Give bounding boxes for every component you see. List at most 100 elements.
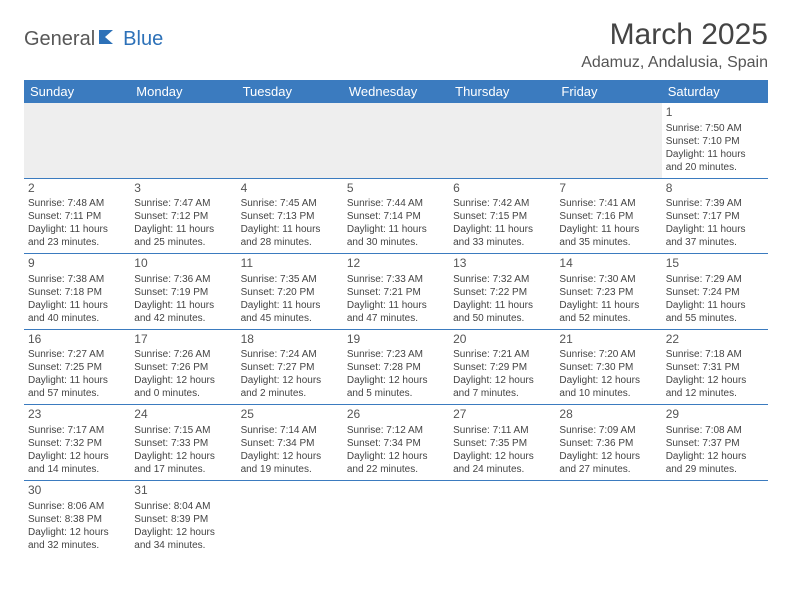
daylight-line: and 57 minutes. xyxy=(28,387,126,400)
sunrise-line: Sunrise: 7:38 AM xyxy=(28,273,126,286)
daylight-line: and 47 minutes. xyxy=(347,312,445,325)
day-number: 8 xyxy=(666,181,764,197)
calendar-cell xyxy=(343,480,449,555)
calendar-cell: 20Sunrise: 7:21 AMSunset: 7:29 PMDayligh… xyxy=(449,329,555,405)
calendar-cell: 23Sunrise: 7:17 AMSunset: 7:32 PMDayligh… xyxy=(24,405,130,481)
calendar-cell: 25Sunrise: 7:14 AMSunset: 7:34 PMDayligh… xyxy=(237,405,343,481)
daylight-line: Daylight: 11 hours xyxy=(453,299,551,312)
daylight-line: and 42 minutes. xyxy=(134,312,232,325)
sunrise-line: Sunrise: 7:29 AM xyxy=(666,273,764,286)
daylight-line: and 5 minutes. xyxy=(347,387,445,400)
sunrise-line: Sunrise: 7:24 AM xyxy=(241,348,339,361)
day-number: 31 xyxy=(134,483,232,499)
calendar-cell: 10Sunrise: 7:36 AMSunset: 7:19 PMDayligh… xyxy=(130,254,236,330)
calendar-cell: 24Sunrise: 7:15 AMSunset: 7:33 PMDayligh… xyxy=(130,405,236,481)
daylight-line: and 27 minutes. xyxy=(559,463,657,476)
daylight-line: and 17 minutes. xyxy=(134,463,232,476)
calendar-cell: 2Sunrise: 7:48 AMSunset: 7:11 PMDaylight… xyxy=(24,178,130,254)
daylight-line: and 10 minutes. xyxy=(559,387,657,400)
daylight-line: and 14 minutes. xyxy=(28,463,126,476)
calendar-cell: 7Sunrise: 7:41 AMSunset: 7:16 PMDaylight… xyxy=(555,178,661,254)
logo-text-blue: Blue xyxy=(123,28,163,51)
calendar-cell: 12Sunrise: 7:33 AMSunset: 7:21 PMDayligh… xyxy=(343,254,449,330)
calendar-cell: 5Sunrise: 7:44 AMSunset: 7:14 PMDaylight… xyxy=(343,178,449,254)
calendar-cell: 1Sunrise: 7:50 AMSunset: 7:10 PMDaylight… xyxy=(662,103,768,178)
sunset-line: Sunset: 8:39 PM xyxy=(134,513,232,526)
daylight-line: Daylight: 12 hours xyxy=(134,450,232,463)
daylight-line: and 33 minutes. xyxy=(453,236,551,249)
calendar-cell: 3Sunrise: 7:47 AMSunset: 7:12 PMDaylight… xyxy=(130,178,236,254)
day-number: 18 xyxy=(241,332,339,348)
day-number: 25 xyxy=(241,407,339,423)
title-block: March 2025 Adamuz, Andalusia, Spain xyxy=(581,18,768,72)
daylight-line: Daylight: 12 hours xyxy=(666,450,764,463)
daylight-line: Daylight: 11 hours xyxy=(347,299,445,312)
daylight-line: and 2 minutes. xyxy=(241,387,339,400)
daylight-line: Daylight: 12 hours xyxy=(241,374,339,387)
sunset-line: Sunset: 7:36 PM xyxy=(559,437,657,450)
sunset-line: Sunset: 7:23 PM xyxy=(559,286,657,299)
flag-icon xyxy=(99,28,121,51)
daylight-line: Daylight: 12 hours xyxy=(559,450,657,463)
day-number: 10 xyxy=(134,256,232,272)
day-number: 21 xyxy=(559,332,657,348)
sunrise-line: Sunrise: 7:27 AM xyxy=(28,348,126,361)
sunrise-line: Sunrise: 7:20 AM xyxy=(559,348,657,361)
day-number: 28 xyxy=(559,407,657,423)
calendar-cell: 19Sunrise: 7:23 AMSunset: 7:28 PMDayligh… xyxy=(343,329,449,405)
daylight-line: Daylight: 11 hours xyxy=(559,223,657,236)
day-number: 5 xyxy=(347,181,445,197)
calendar-cell: 26Sunrise: 7:12 AMSunset: 7:34 PMDayligh… xyxy=(343,405,449,481)
sunset-line: Sunset: 7:16 PM xyxy=(559,210,657,223)
calendar-row: 9Sunrise: 7:38 AMSunset: 7:18 PMDaylight… xyxy=(24,254,768,330)
sunrise-line: Sunrise: 7:30 AM xyxy=(559,273,657,286)
daylight-line: Daylight: 12 hours xyxy=(347,374,445,387)
sunrise-line: Sunrise: 7:11 AM xyxy=(453,424,551,437)
sunrise-line: Sunrise: 7:42 AM xyxy=(453,197,551,210)
daylight-line: Daylight: 12 hours xyxy=(134,374,232,387)
calendar-cell: 15Sunrise: 7:29 AMSunset: 7:24 PMDayligh… xyxy=(662,254,768,330)
daylight-line: Daylight: 11 hours xyxy=(28,223,126,236)
calendar-header: SundayMondayTuesdayWednesdayThursdayFrid… xyxy=(24,80,768,103)
calendar-cell xyxy=(24,103,130,178)
sunset-line: Sunset: 7:22 PM xyxy=(453,286,551,299)
daylight-line: Daylight: 11 hours xyxy=(134,223,232,236)
daylight-line: and 40 minutes. xyxy=(28,312,126,325)
daylight-line: and 29 minutes. xyxy=(666,463,764,476)
daylight-line: Daylight: 12 hours xyxy=(666,374,764,387)
location: Adamuz, Andalusia, Spain xyxy=(581,54,768,72)
day-number: 19 xyxy=(347,332,445,348)
sunset-line: Sunset: 7:20 PM xyxy=(241,286,339,299)
daylight-line: and 32 minutes. xyxy=(28,539,126,552)
calendar-cell: 30Sunrise: 8:06 AMSunset: 8:38 PMDayligh… xyxy=(24,480,130,555)
daylight-line: and 45 minutes. xyxy=(241,312,339,325)
sunset-line: Sunset: 7:27 PM xyxy=(241,361,339,374)
calendar-cell: 27Sunrise: 7:11 AMSunset: 7:35 PMDayligh… xyxy=(449,405,555,481)
day-number: 7 xyxy=(559,181,657,197)
sunrise-line: Sunrise: 7:48 AM xyxy=(28,197,126,210)
calendar-cell: 14Sunrise: 7:30 AMSunset: 7:23 PMDayligh… xyxy=(555,254,661,330)
sunset-line: Sunset: 7:37 PM xyxy=(666,437,764,450)
sunrise-line: Sunrise: 7:21 AM xyxy=(453,348,551,361)
calendar-cell: 22Sunrise: 7:18 AMSunset: 7:31 PMDayligh… xyxy=(662,329,768,405)
calendar-cell xyxy=(237,480,343,555)
daylight-line: and 23 minutes. xyxy=(28,236,126,249)
day-number: 12 xyxy=(347,256,445,272)
daylight-line: and 0 minutes. xyxy=(134,387,232,400)
sunset-line: Sunset: 7:28 PM xyxy=(347,361,445,374)
daylight-line: and 34 minutes. xyxy=(134,539,232,552)
weekday-header: Wednesday xyxy=(343,80,449,103)
day-number: 29 xyxy=(666,407,764,423)
calendar-cell: 17Sunrise: 7:26 AMSunset: 7:26 PMDayligh… xyxy=(130,329,236,405)
daylight-line: Daylight: 11 hours xyxy=(666,148,764,161)
calendar-row: 1Sunrise: 7:50 AMSunset: 7:10 PMDaylight… xyxy=(24,103,768,178)
day-number: 17 xyxy=(134,332,232,348)
daylight-line: Daylight: 11 hours xyxy=(134,299,232,312)
sunset-line: Sunset: 7:13 PM xyxy=(241,210,339,223)
daylight-line: and 30 minutes. xyxy=(347,236,445,249)
daylight-line: Daylight: 12 hours xyxy=(28,450,126,463)
calendar-cell xyxy=(449,480,555,555)
sunrise-line: Sunrise: 7:12 AM xyxy=(347,424,445,437)
sunset-line: Sunset: 7:24 PM xyxy=(666,286,764,299)
sunset-line: Sunset: 7:33 PM xyxy=(134,437,232,450)
